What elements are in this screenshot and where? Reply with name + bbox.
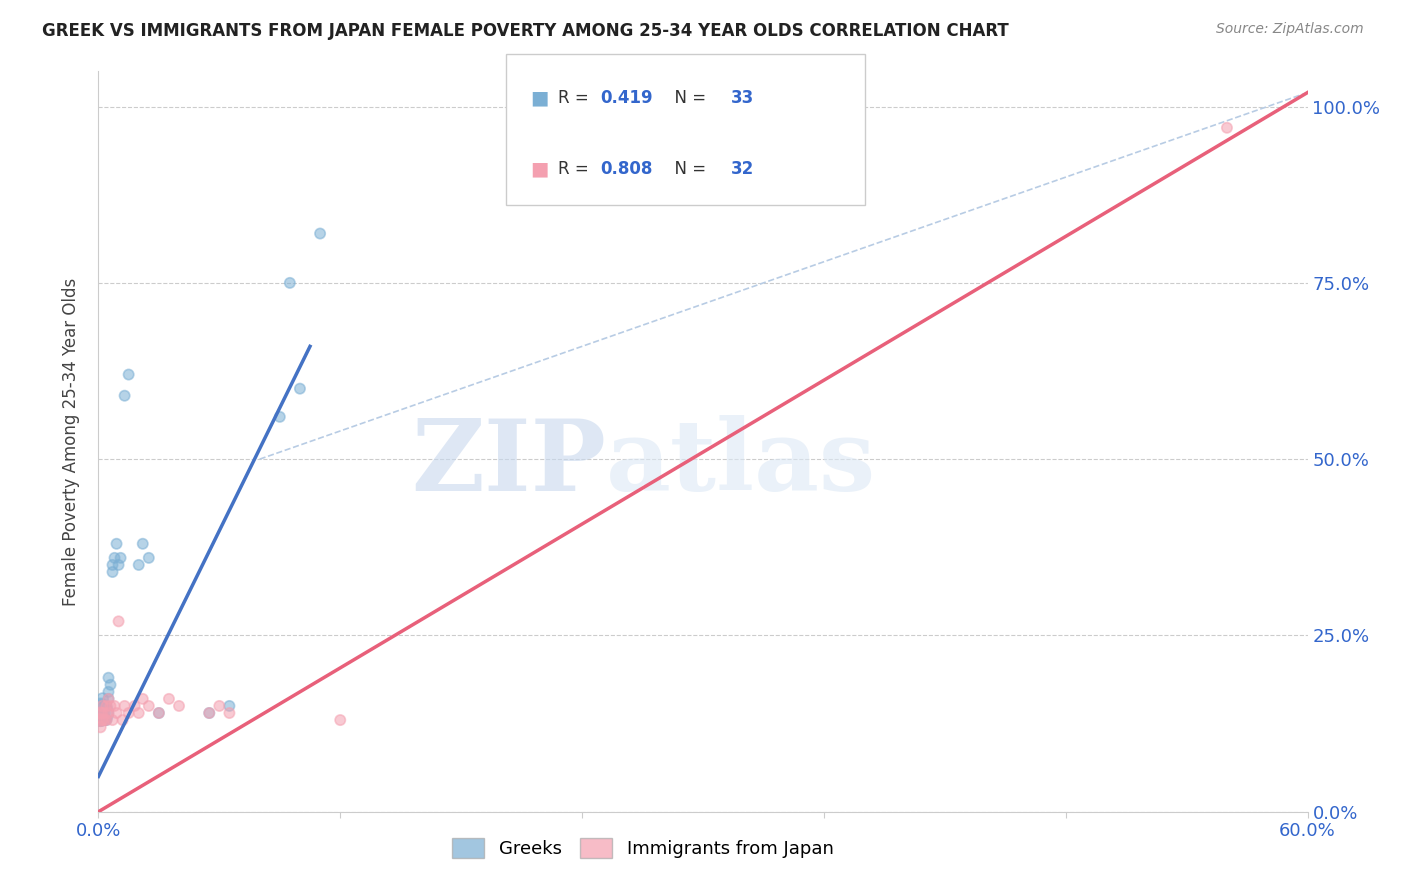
Point [89,706,111,720]
Point [100,678,122,692]
Point [288,382,311,396]
Text: 0.419: 0.419 [600,89,652,107]
Text: 33: 33 [731,89,755,107]
Point [89,713,111,727]
Text: R =: R = [558,89,595,107]
Point [1216,120,1239,135]
Point [198,706,221,720]
Point [100,698,122,713]
Point [97,685,120,699]
Point [103,550,125,565]
Point [105,537,128,551]
Point [128,558,150,572]
Point [218,698,240,713]
Point [111,713,134,727]
Legend: Greeks, Immigrants from Japan: Greeks, Immigrants from Japan [444,830,841,865]
Point [132,692,155,706]
Point [309,227,332,241]
Text: ■: ■ [530,88,548,107]
Point [107,558,129,572]
Point [91,692,114,706]
Point [89,713,111,727]
Point [101,565,124,579]
Point [97,692,120,706]
Point [124,698,146,713]
Point [91,698,114,713]
Point [148,706,170,720]
Y-axis label: Female Poverty Among 25-34 Year Olds: Female Poverty Among 25-34 Year Olds [62,277,80,606]
Point [97,706,120,720]
Point [138,550,160,565]
Point [103,698,125,713]
Point [118,706,141,720]
Point [208,698,231,713]
Text: ■: ■ [530,160,548,178]
Point [110,550,132,565]
Point [157,692,180,706]
Point [107,615,129,629]
Point [89,698,111,713]
Point [93,706,115,720]
Point [97,671,120,685]
Point [93,706,115,720]
Point [198,706,221,720]
Point [91,706,114,720]
Point [105,706,128,720]
Point [114,698,136,713]
Point [132,537,155,551]
Point [101,713,124,727]
Point [96,713,118,727]
Point [278,276,301,290]
Text: atlas: atlas [606,416,876,512]
Text: ZIP: ZIP [412,416,606,512]
Point [91,706,114,720]
Text: Source: ZipAtlas.com: Source: ZipAtlas.com [1216,22,1364,37]
Text: N =: N = [664,161,711,178]
Text: 0.808: 0.808 [600,161,652,178]
Point [128,706,150,720]
Point [329,713,352,727]
Point [167,698,190,713]
Point [148,706,170,720]
Point [101,558,124,572]
Point [96,698,118,713]
Point [93,713,115,727]
Point [96,713,118,727]
Text: N =: N = [664,89,711,107]
Text: 32: 32 [731,161,755,178]
Point [138,698,160,713]
Point [91,713,114,727]
Point [91,706,114,720]
Point [93,698,115,713]
Point [97,692,120,706]
Point [218,706,240,720]
Point [89,720,111,734]
Point [118,368,141,382]
Point [269,409,291,424]
Text: GREEK VS IMMIGRANTS FROM JAPAN FEMALE POVERTY AMONG 25-34 YEAR OLDS CORRELATION : GREEK VS IMMIGRANTS FROM JAPAN FEMALE PO… [42,22,1010,40]
Point [89,706,111,720]
Point [96,698,118,713]
Point [93,713,115,727]
Point [114,389,136,403]
Text: R =: R = [558,161,595,178]
